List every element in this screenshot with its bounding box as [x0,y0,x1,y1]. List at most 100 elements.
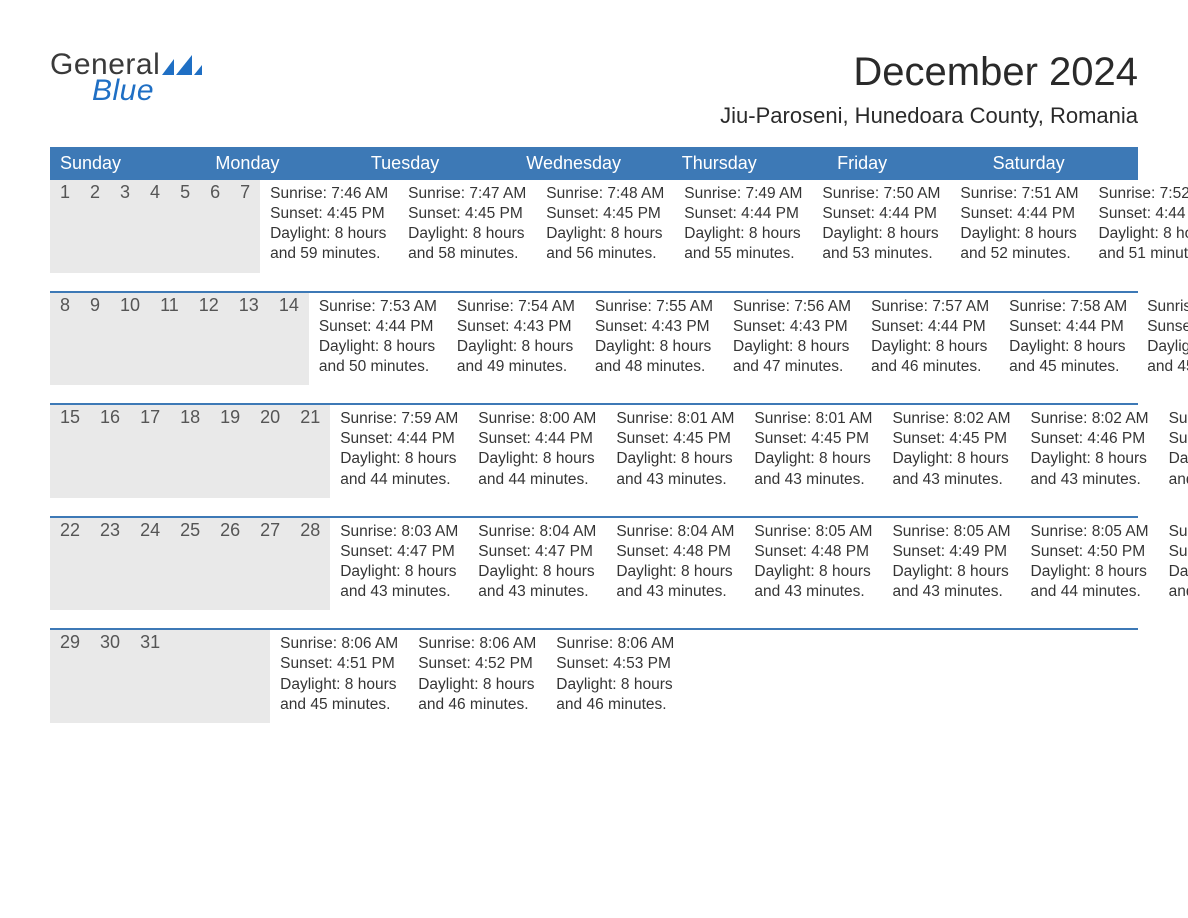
day-number: 26 [210,518,250,611]
sunrise-label: Sunrise: [319,298,376,315]
sunrise-value: 8:03 AM [401,523,458,540]
sunrise-label: Sunrise: [546,185,603,202]
calendar-week: 1234567Sunrise: 7:46 AMSunset: 4:45 PMDa… [50,180,1138,273]
sunrise-line: Sunrise: 8:06 AM [556,634,674,654]
sunrise-label: Sunrise: [595,298,652,315]
daylight-line: Daylight: 8 hours and 56 minutes. [546,224,664,264]
sunset-label: Sunset: [1147,318,1188,335]
calendar-cell: Sunrise: 7:52 AMSunset: 4:44 PMDaylight:… [1088,180,1188,273]
sunset-line: Sunset: 4:45 PM [270,204,388,224]
calendar-cell: Sunrise: 8:06 AMSunset: 4:52 PMDaylight:… [408,630,546,723]
sunrise-line: Sunrise: 8:00 AM [478,409,596,429]
sunrise-line: Sunrise: 8:04 AM [616,522,734,542]
sunset-line: Sunset: 4:53 PM [556,654,674,674]
sunrise-label: Sunrise: [270,185,327,202]
sunset-value: 4:48 PM [811,543,869,560]
sunrise-label: Sunrise: [1147,298,1188,315]
sunset-line: Sunset: 4:43 PM [595,317,713,337]
sunset-label: Sunset: [754,430,807,447]
daylight-label: Daylight: [270,225,330,242]
sunset-line: Sunset: 4:45 PM [616,429,734,449]
daylight-line: Daylight: 8 hours and 43 minutes. [892,562,1010,602]
header: General Blue December 2024 Jiu-Paroseni,… [50,50,1138,129]
sunset-value: 4:43 PM [790,318,848,335]
daynum-row: 22232425262728 [50,518,330,611]
sunrise-label: Sunrise: [340,523,397,540]
sunset-value: 4:48 PM [673,543,731,560]
sunrise-line: Sunrise: 8:01 AM [616,409,734,429]
sunrise-label: Sunrise: [408,185,465,202]
daylight-label: Daylight: [340,450,400,467]
sunrise-label: Sunrise: [1169,410,1188,427]
weeks-container: 1234567Sunrise: 7:46 AMSunset: 4:45 PMDa… [50,180,1138,723]
daylight-line: Daylight: 8 hours and 44 minutes. [1031,562,1149,602]
daylight-line: Daylight: 8 hours and 47 minutes. [733,337,851,377]
title-block: December 2024 Jiu-Paroseni, Hunedoara Co… [720,50,1138,129]
sunrise-value: 8:04 AM [678,523,735,540]
day-number: 29 [50,630,90,723]
sunrise-line: Sunrise: 8:06 AM [418,634,536,654]
sunset-line: Sunset: 4:44 PM [1098,204,1188,224]
sunset-value: 4:47 PM [535,543,593,560]
calendar-cell: Sunrise: 7:58 AMSunset: 4:44 PMDaylight:… [1137,293,1188,386]
day-number: 27 [250,518,290,611]
sunrise-value: 8:02 AM [1092,410,1149,427]
daylight-label: Daylight: [1009,338,1069,355]
calendar-cell: Sunrise: 7:53 AMSunset: 4:44 PMDaylight:… [309,293,447,386]
daylight-label: Daylight: [340,563,400,580]
sunrise-line: Sunrise: 8:04 AM [478,522,596,542]
sunset-label: Sunset: [1169,430,1188,447]
sunrise-value: 7:59 AM [401,410,458,427]
sunset-value: 4:51 PM [337,655,395,672]
daylight-label: Daylight: [478,450,538,467]
daylight-label: Daylight: [1031,450,1091,467]
sunset-label: Sunset: [319,318,372,335]
day-number: 2 [80,180,110,273]
sunset-label: Sunset: [1098,205,1151,222]
daylight-line: Daylight: 8 hours and 46 minutes. [556,675,674,715]
sunrise-label: Sunrise: [1031,523,1088,540]
calendar-week: 15161718192021Sunrise: 7:59 AMSunset: 4:… [50,403,1138,498]
sunrise-line: Sunrise: 8:05 AM [1031,522,1149,542]
sunset-value: 4:49 PM [949,543,1007,560]
sunset-label: Sunset: [340,543,393,560]
daylight-line: Daylight: 8 hours and 49 minutes. [457,337,575,377]
daylight-label: Daylight: [478,563,538,580]
sunset-line: Sunset: 4:43 PM [733,317,851,337]
daylight-label: Daylight: [280,676,340,693]
sunset-line: Sunset: 4:49 PM [892,542,1010,562]
calendar-cell: Sunrise: 7:56 AMSunset: 4:43 PMDaylight:… [723,293,861,386]
daylight-line: Daylight: 8 hours and 43 minutes. [754,449,872,489]
sunset-line: Sunset: 4:43 PM [457,317,575,337]
day-number: 9 [80,293,110,386]
day-number: 21 [290,405,330,498]
sunset-value: 4:45 PM [603,205,661,222]
sunset-label: Sunset: [280,655,333,672]
day-number: 4 [140,180,170,273]
page: General Blue December 2024 Jiu-Paroseni,… [0,0,1188,753]
calendar-cell: Sunrise: 7:46 AMSunset: 4:45 PMDaylight:… [260,180,398,273]
sunrise-label: Sunrise: [892,523,949,540]
sunset-value: 4:45 PM [949,430,1007,447]
sunrise-line: Sunrise: 7:55 AM [595,297,713,317]
sunrise-label: Sunrise: [457,298,514,315]
daylight-label: Daylight: [546,225,606,242]
daylight-label: Daylight: [1031,563,1091,580]
daylight-line: Daylight: 8 hours and 43 minutes. [892,449,1010,489]
calendar-cell: Sunrise: 8:06 AMSunset: 4:51 PMDaylight:… [270,630,408,723]
sunset-label: Sunset: [892,430,945,447]
sunrise-label: Sunrise: [822,185,879,202]
sunrise-value: 8:06 AM [617,635,674,652]
calendar-cell: Sunrise: 8:02 AMSunset: 4:45 PMDaylight:… [882,405,1020,498]
sunrise-value: 8:00 AM [539,410,596,427]
sunrise-label: Sunrise: [418,635,475,652]
calendar-week: 891011121314Sunrise: 7:53 AMSunset: 4:44… [50,291,1138,386]
weekday-header-cell: Tuesday [361,147,516,180]
daylight-label: Daylight: [556,676,616,693]
sunset-line: Sunset: 4:44 PM [1009,317,1127,337]
sunset-label: Sunset: [1169,543,1188,560]
sunrise-label: Sunrise: [960,185,1017,202]
day-number: 10 [110,293,150,386]
daylight-line: Daylight: 8 hours and 59 minutes. [270,224,388,264]
day-number: 11 [150,293,189,386]
